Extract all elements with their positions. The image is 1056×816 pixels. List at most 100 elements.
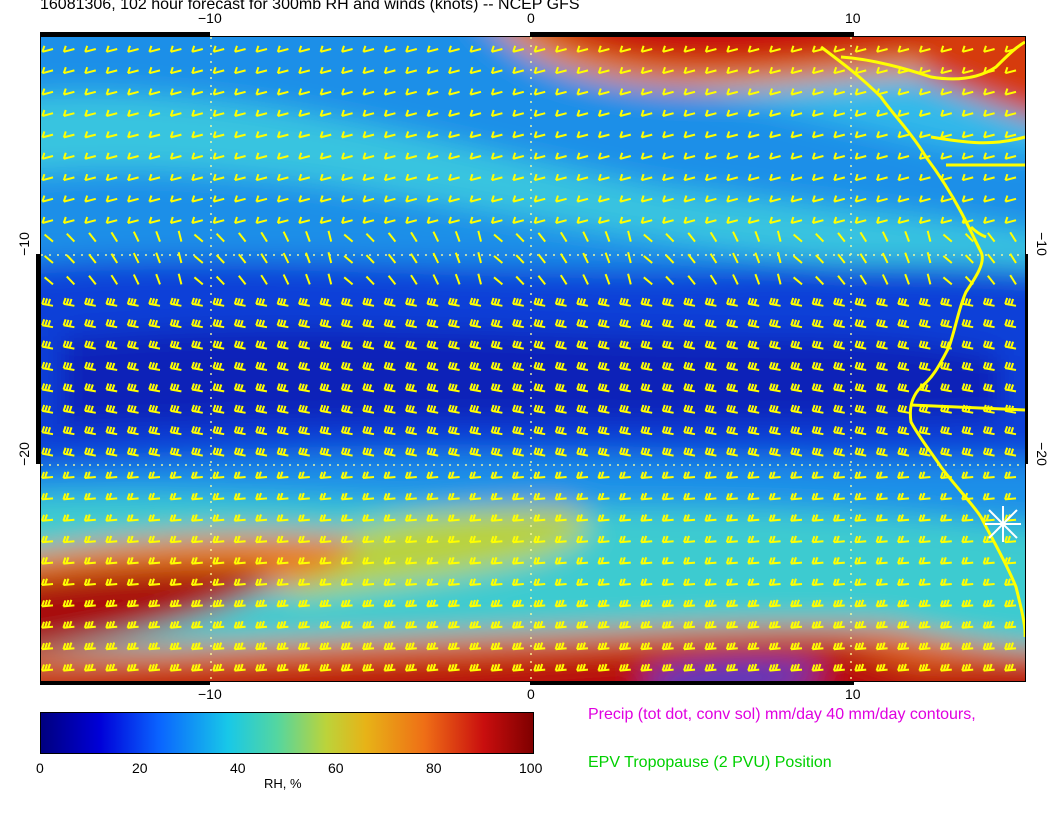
wind-barb bbox=[469, 109, 482, 117]
wind-barb bbox=[383, 318, 396, 329]
wind-barb bbox=[340, 404, 353, 414]
wind-barb bbox=[619, 66, 632, 75]
wind-barb bbox=[961, 195, 974, 203]
wind-barb bbox=[260, 274, 268, 285]
wind-barb bbox=[704, 514, 717, 522]
wind-barb bbox=[84, 361, 96, 371]
wind-barb bbox=[576, 297, 589, 307]
wind-barb bbox=[426, 109, 439, 117]
wind-barb bbox=[597, 471, 610, 479]
wind-barb bbox=[940, 152, 953, 160]
wind-barb bbox=[726, 195, 739, 203]
wind-barb bbox=[190, 471, 203, 479]
wind-barb bbox=[383, 45, 396, 53]
wind-barb bbox=[897, 361, 910, 371]
wind-barb bbox=[234, 109, 246, 117]
wind-barb bbox=[276, 361, 289, 371]
wind-barb bbox=[687, 232, 696, 243]
wind-barb bbox=[169, 340, 182, 350]
wind-barb bbox=[555, 131, 567, 139]
wind-barb bbox=[1004, 447, 1017, 457]
wind-barb bbox=[490, 131, 503, 139]
wind-barb bbox=[490, 340, 503, 350]
wind-barb bbox=[768, 642, 781, 651]
wind-barb bbox=[255, 216, 268, 224]
axis-bar-top bbox=[530, 32, 854, 36]
wind-barb bbox=[576, 620, 589, 629]
wind-barb bbox=[319, 195, 332, 203]
wind-barb bbox=[768, 514, 781, 522]
wind-barb bbox=[811, 45, 824, 53]
wind-barb bbox=[683, 556, 696, 565]
wind-barb bbox=[212, 404, 225, 414]
wind-barb bbox=[940, 131, 953, 139]
wind-barb bbox=[790, 535, 803, 544]
wind-barb bbox=[148, 318, 161, 329]
wind-barb bbox=[1004, 318, 1017, 329]
wind-barb bbox=[405, 131, 418, 139]
wind-barb bbox=[126, 578, 139, 586]
wind-barb bbox=[41, 131, 54, 139]
wind-barb bbox=[62, 535, 75, 544]
wind-barb bbox=[212, 642, 225, 651]
wind-barb bbox=[661, 642, 674, 651]
wind-barb bbox=[576, 131, 589, 139]
wind-barb bbox=[383, 88, 396, 96]
wind-barb bbox=[576, 425, 589, 436]
wind-barb bbox=[618, 620, 631, 629]
wind-barb bbox=[533, 173, 546, 182]
wind-barb bbox=[297, 535, 310, 544]
wind-barb bbox=[811, 514, 824, 522]
wind-barb bbox=[726, 425, 738, 436]
wind-barb bbox=[555, 195, 567, 203]
wind-barb bbox=[362, 556, 375, 565]
wind-barb bbox=[683, 620, 696, 629]
wind-barb bbox=[704, 173, 717, 182]
wind-barb bbox=[618, 535, 631, 544]
wind-barb bbox=[961, 447, 974, 457]
left-lat-tick: −20 bbox=[15, 442, 32, 466]
wind-barb bbox=[84, 152, 97, 160]
wind-barb bbox=[105, 216, 118, 224]
wind-barb bbox=[212, 535, 225, 544]
wind-barb bbox=[383, 361, 396, 371]
wind-barb bbox=[490, 88, 503, 96]
wind-barb bbox=[448, 152, 460, 160]
wind-barb bbox=[405, 404, 417, 414]
wind-barb bbox=[62, 297, 75, 307]
wind-barb bbox=[533, 109, 546, 117]
wind-barb bbox=[340, 599, 353, 608]
wind-barb bbox=[511, 556, 524, 565]
wind-barb bbox=[319, 216, 332, 224]
wind-barb bbox=[404, 556, 417, 565]
wind-barb bbox=[618, 599, 631, 608]
wind-barb bbox=[854, 45, 867, 53]
wind-barb bbox=[983, 152, 995, 160]
wind-barb bbox=[533, 88, 546, 96]
wind-barb bbox=[493, 255, 504, 264]
wind-barb bbox=[1004, 361, 1017, 371]
wind-barb bbox=[897, 663, 910, 672]
wind-barb bbox=[640, 109, 653, 117]
wind-barb bbox=[661, 318, 674, 329]
wind-barb bbox=[640, 173, 653, 182]
wind-barb bbox=[169, 404, 182, 414]
wind-barb bbox=[469, 173, 482, 182]
wind-barb bbox=[490, 152, 503, 160]
wind-barb bbox=[576, 361, 589, 371]
wind-barb bbox=[105, 173, 118, 182]
wind-barb bbox=[426, 195, 439, 203]
wind-barb bbox=[276, 66, 289, 75]
wind-barb bbox=[918, 471, 931, 479]
wind-barb bbox=[726, 404, 738, 414]
wind-barb bbox=[148, 535, 161, 544]
wind-barb bbox=[362, 447, 375, 457]
wind-barb bbox=[234, 131, 246, 139]
wind-barb bbox=[533, 361, 546, 371]
wind-barb bbox=[918, 109, 931, 117]
wind-barb bbox=[837, 232, 846, 243]
wind-barb bbox=[683, 492, 696, 501]
wind-barb bbox=[833, 195, 846, 203]
wind-barb bbox=[212, 297, 225, 307]
wind-barb bbox=[792, 255, 803, 264]
